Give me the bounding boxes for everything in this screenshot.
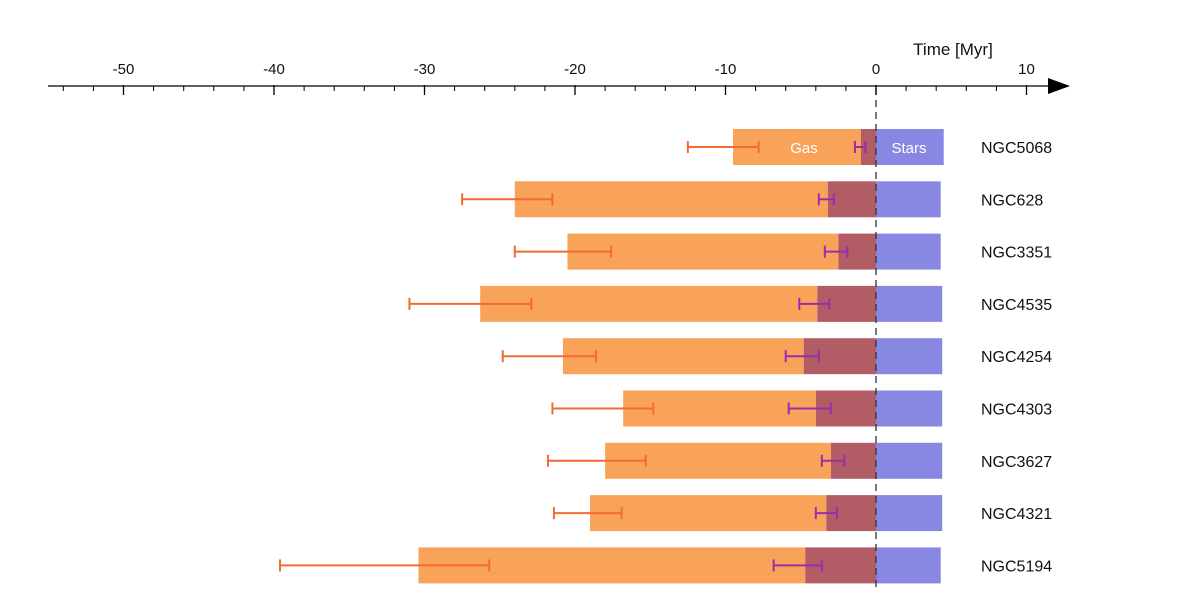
x-tick-label: -40 [263,61,285,78]
galaxy-label: NGC3351 [981,245,1052,262]
overlap-bar [860,129,876,165]
galaxy-row: NGC4321 [552,495,1052,532]
x-axis-arrow [1048,78,1070,94]
gas-bar [514,181,828,218]
x-tick-label: -30 [414,61,436,78]
x-tick-label: -10 [715,61,737,78]
galaxy-label: NGC4321 [981,506,1052,523]
x-tick-label: -50 [113,61,135,78]
overlap-bar [827,181,876,218]
stars-bar [876,390,943,427]
x-axis-title: Time [Myr] [913,40,993,59]
galaxy-row: NGC5194 [279,547,1052,584]
stars-bar [876,129,944,165]
x-tick-label: 0 [872,61,880,78]
legend: Gas Stars [790,140,926,157]
galaxy-row: NGC3627 [546,442,1052,479]
galaxy-row: NGC628 [461,181,1043,218]
gas-bar [590,495,827,532]
rows-layer: NGC5068 NGC628 NGC3351 NGC4535 NGC4254 NGC430… [279,129,1052,584]
galaxy-label: NGC628 [981,192,1043,209]
galaxy-row: NGC5068 [686,129,1052,165]
stars-bar [876,233,941,270]
galaxy-label: NGC5194 [981,558,1052,575]
galaxy-label: NGC5068 [981,140,1052,157]
x-tick-label: 10 [1018,61,1035,78]
galaxy-row: NGC4535 [408,285,1052,322]
gas-bar [567,233,839,270]
gas-bar [480,285,818,322]
galaxy-row: NGC3351 [513,233,1052,270]
legend-gas-label: Gas [790,140,818,157]
galaxy-row: NGC4254 [501,338,1052,375]
galaxy-label: NGC4303 [981,402,1052,419]
stars-bar [876,547,941,584]
gas-bar [623,390,816,427]
stars-bar [876,495,943,532]
x-axis: Time [Myr] -50 -40 -30 -20 -10 0 10 [48,40,1070,95]
x-tick-label: -20 [564,61,586,78]
stars-bar [876,181,941,218]
stars-bar [876,442,943,479]
gas-bar [562,338,804,375]
stars-bar [876,338,943,375]
galaxy-label: NGC4254 [981,349,1052,366]
stars-bar [876,285,943,322]
galaxy-label: NGC3627 [981,454,1052,471]
galaxy-label: NGC4535 [981,297,1052,314]
galaxy-row: NGC4303 [551,390,1052,427]
legend-stars-label: Stars [891,140,926,157]
